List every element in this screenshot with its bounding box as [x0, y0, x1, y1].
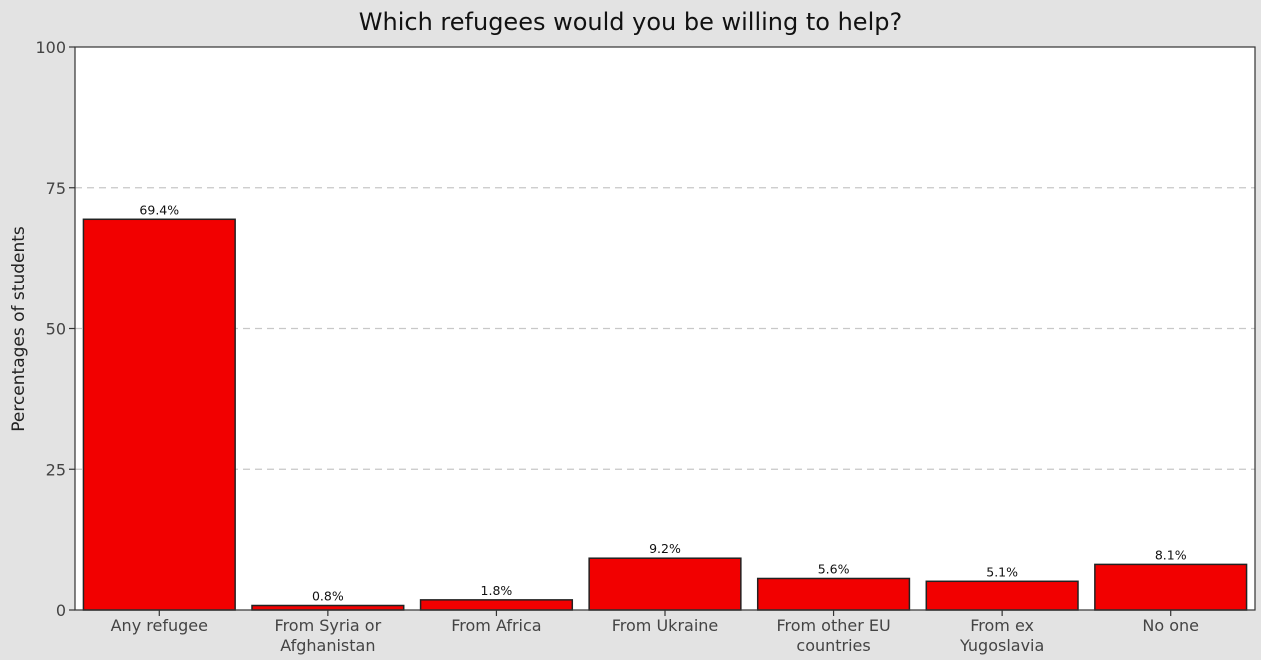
bar [925, 580, 1079, 611]
bar [419, 599, 574, 611]
y-tick-label: 0 [56, 601, 66, 620]
data-label: 8.1% [1155, 547, 1187, 562]
data-label: 9.2% [649, 541, 681, 556]
x-tick-label: No one [1142, 616, 1199, 635]
y-tick-label: 25 [46, 460, 66, 479]
data-label: 69.4% [139, 202, 179, 217]
bar [82, 218, 236, 611]
x-tick-label: Any refugee [111, 616, 208, 635]
x-tick-label: From other EU countries [776, 616, 890, 655]
chart-title: Which refugees would you be willing to h… [358, 8, 903, 36]
bar [251, 604, 405, 611]
bar [756, 577, 911, 611]
y-tick-label: 100 [35, 38, 66, 57]
x-tick-label: From Ukraine [612, 616, 719, 635]
data-label: 5.6% [818, 561, 850, 576]
data-label: 5.1% [986, 564, 1018, 579]
y-tick-label: 75 [46, 179, 66, 198]
bar [588, 557, 742, 611]
data-label: 1.8% [481, 583, 513, 598]
x-tick-label: From Africa [451, 616, 541, 635]
x-tick-label: From ex Yugoslavia [959, 616, 1044, 655]
x-tick-label: From Syria or Afghanistan [275, 616, 382, 655]
data-label: 0.8% [312, 588, 344, 603]
y-tick-label: 50 [46, 320, 66, 339]
bar [1094, 563, 1248, 611]
